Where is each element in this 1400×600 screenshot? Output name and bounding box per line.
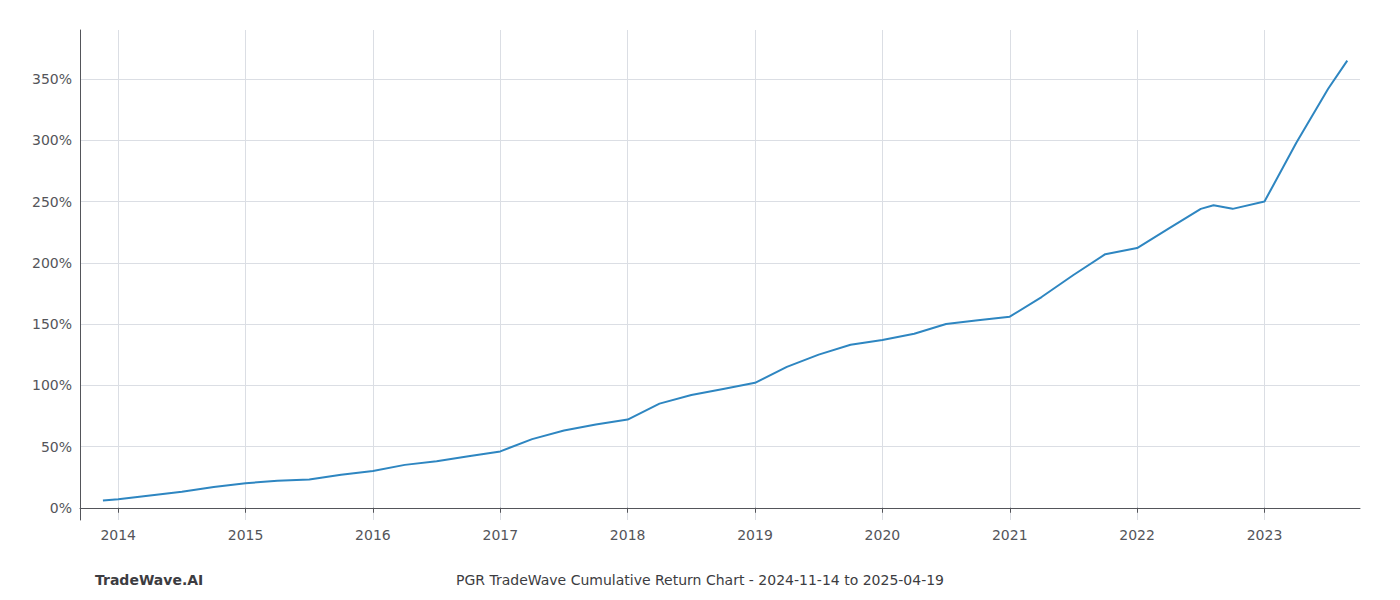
svg-text:350%: 350%: [32, 71, 72, 87]
svg-text:2021: 2021: [992, 527, 1028, 543]
svg-text:PGR TradeWave Cumulative Retur: PGR TradeWave Cumulative Return Chart - …: [456, 572, 944, 588]
svg-text:2017: 2017: [482, 527, 518, 543]
svg-text:TradeWave.AI: TradeWave.AI: [95, 572, 203, 588]
svg-text:100%: 100%: [32, 377, 72, 393]
svg-text:200%: 200%: [32, 255, 72, 271]
svg-text:250%: 250%: [32, 194, 72, 210]
svg-text:2019: 2019: [737, 527, 773, 543]
svg-text:150%: 150%: [32, 316, 72, 332]
svg-text:300%: 300%: [32, 132, 72, 148]
svg-text:2016: 2016: [355, 527, 391, 543]
svg-text:2020: 2020: [865, 527, 901, 543]
svg-text:2014: 2014: [100, 527, 136, 543]
svg-text:2015: 2015: [228, 527, 264, 543]
svg-text:50%: 50%: [41, 439, 72, 455]
svg-text:2023: 2023: [1247, 527, 1283, 543]
svg-text:0%: 0%: [50, 500, 72, 516]
svg-text:2018: 2018: [610, 527, 646, 543]
svg-text:2022: 2022: [1119, 527, 1155, 543]
